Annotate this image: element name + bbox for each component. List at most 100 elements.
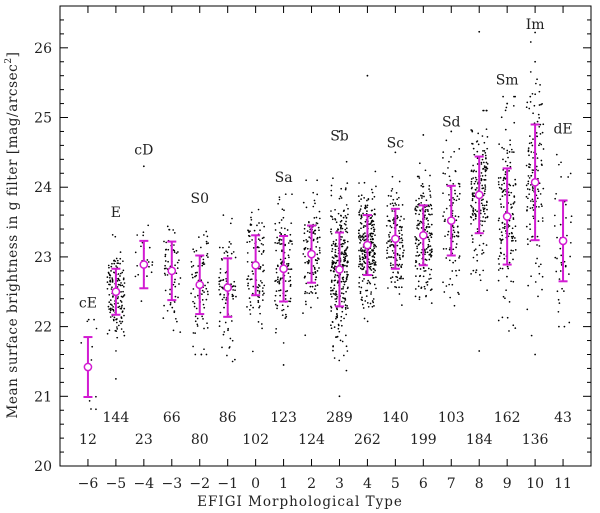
data-point — [452, 240, 454, 243]
data-point — [394, 285, 396, 288]
data-point — [363, 225, 365, 227]
data-point — [375, 276, 377, 279]
data-point — [331, 260, 334, 262]
data-point — [340, 226, 342, 228]
data-point — [481, 174, 484, 177]
data-point — [366, 302, 369, 304]
data-point — [389, 203, 392, 205]
data-point — [332, 349, 334, 352]
data-point — [106, 332, 109, 335]
data-point — [166, 225, 169, 228]
data-point — [483, 141, 486, 144]
data-point — [417, 219, 419, 222]
mean-marker — [363, 240, 372, 250]
data-point — [289, 297, 292, 300]
data-point — [341, 263, 344, 266]
data-point — [476, 157, 479, 160]
data-point — [192, 332, 195, 334]
data-point — [247, 230, 250, 232]
data-point — [330, 324, 332, 327]
data-point — [501, 183, 503, 186]
data-point — [123, 282, 126, 284]
data-point — [481, 253, 483, 255]
data-point — [370, 227, 373, 230]
data-point — [531, 144, 534, 147]
data-point — [290, 240, 293, 243]
data-point — [202, 261, 205, 264]
data-point — [371, 235, 373, 238]
data-point — [221, 298, 224, 301]
data-point — [555, 192, 558, 195]
data-point — [251, 239, 253, 241]
data-point — [150, 271, 153, 274]
data-point — [223, 293, 225, 296]
data-point — [471, 234, 473, 237]
data-point — [345, 227, 348, 230]
data-point — [121, 284, 124, 287]
data-point — [400, 229, 403, 232]
data-point — [249, 230, 251, 233]
data-point — [345, 278, 348, 281]
data-point — [280, 263, 283, 265]
data-point — [442, 281, 444, 284]
data-point — [318, 236, 321, 239]
data-point — [123, 294, 126, 296]
data-point — [425, 295, 427, 298]
mean-marker — [307, 249, 316, 259]
data-point — [263, 292, 265, 295]
data-point — [476, 210, 478, 213]
data-point — [502, 95, 504, 98]
data-point — [279, 289, 282, 292]
data-point — [315, 292, 317, 294]
data-point — [359, 208, 362, 210]
data-point — [555, 270, 558, 273]
data-point — [285, 290, 287, 293]
data-point — [421, 183, 424, 185]
data-point — [287, 305, 289, 308]
data-point — [418, 298, 421, 301]
data-point — [476, 259, 479, 262]
data-point — [340, 319, 342, 322]
data-point — [476, 187, 478, 189]
data-point — [538, 142, 541, 145]
data-point — [369, 238, 372, 241]
data-point — [454, 192, 457, 195]
data-point — [174, 285, 177, 288]
data-point — [287, 254, 290, 257]
data-point — [430, 207, 433, 210]
data-point — [259, 280, 262, 282]
data-point — [275, 327, 278, 330]
data-point — [391, 210, 394, 212]
data-point — [201, 315, 203, 318]
data-point — [282, 308, 285, 311]
data-point — [512, 324, 515, 327]
data-point — [502, 295, 505, 298]
data-point — [360, 239, 362, 242]
data-point — [343, 222, 346, 225]
data-point — [337, 324, 340, 327]
data-point — [334, 274, 337, 276]
data-point — [197, 294, 199, 297]
data-point — [430, 277, 432, 280]
data-point — [374, 170, 377, 173]
data-point — [371, 191, 374, 194]
data-point — [252, 306, 254, 309]
data-point — [274, 222, 277, 225]
data-point — [346, 271, 348, 273]
data-point — [306, 230, 309, 232]
data-point — [250, 218, 253, 221]
data-point — [483, 192, 486, 195]
data-point — [448, 259, 451, 262]
data-point — [202, 303, 205, 306]
data-point — [121, 304, 123, 307]
data-point — [401, 244, 404, 247]
data-point — [368, 266, 371, 269]
data-point — [198, 236, 200, 238]
data-point — [281, 208, 284, 211]
data-point — [481, 187, 484, 190]
data-point — [258, 290, 261, 293]
data-point — [486, 136, 489, 138]
data-point — [453, 150, 456, 153]
data-point — [274, 280, 276, 283]
data-point — [95, 408, 97, 411]
